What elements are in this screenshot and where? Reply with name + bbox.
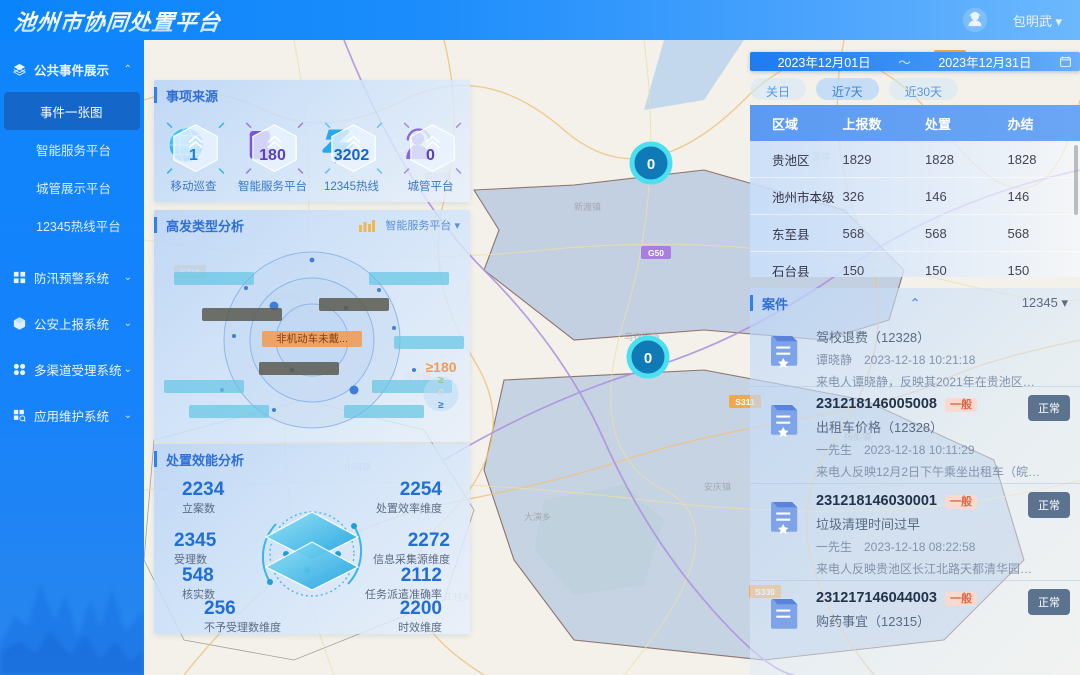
svg-text:0: 0 (644, 350, 652, 367)
svg-text:非机动车未戴...: 非机动车未戴... (276, 332, 348, 345)
svg-text:0: 0 (647, 156, 655, 173)
